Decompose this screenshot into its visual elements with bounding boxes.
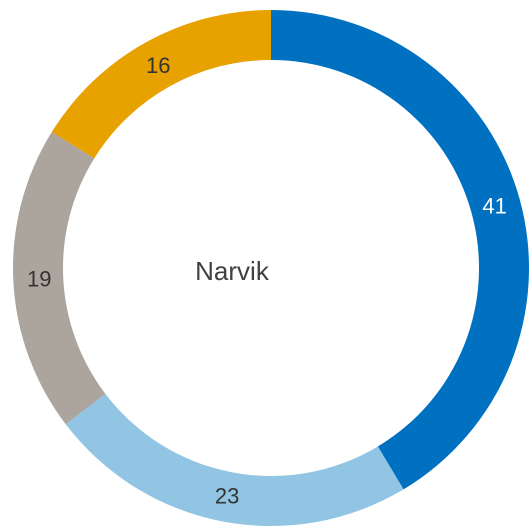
value-label: 19 (27, 267, 51, 292)
donut-segment (65, 393, 404, 526)
value-label: 16 (146, 53, 170, 78)
donut-segment (51, 10, 271, 159)
center-label: Narvik (195, 256, 270, 286)
value-label: 41 (482, 194, 506, 219)
value-label: 23 (215, 483, 239, 508)
donut-segment (271, 10, 529, 490)
donut-segment (12, 131, 106, 425)
